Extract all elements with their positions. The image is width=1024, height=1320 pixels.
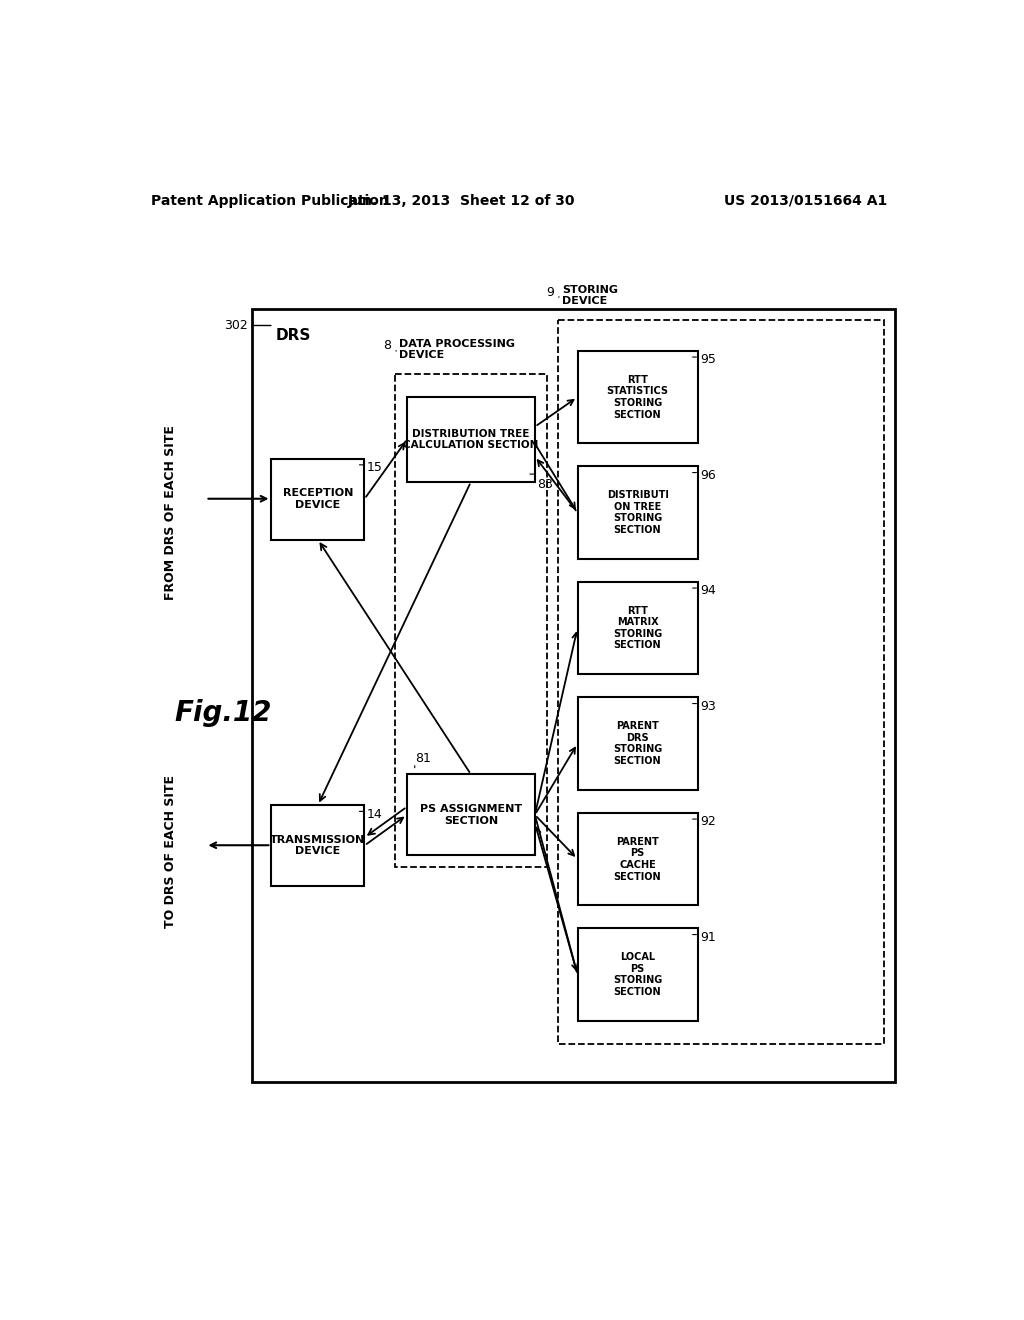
Text: FROM DRS OF EACH SITE: FROM DRS OF EACH SITE xyxy=(164,425,177,601)
Text: US 2013/0151664 A1: US 2013/0151664 A1 xyxy=(724,194,888,207)
Text: Patent Application Publication: Patent Application Publication xyxy=(152,194,389,207)
Bar xyxy=(578,582,697,675)
Text: 9: 9 xyxy=(547,285,554,298)
Text: 83: 83 xyxy=(538,478,553,491)
Text: 14: 14 xyxy=(367,808,382,821)
Text: DRS: DRS xyxy=(275,327,310,343)
Bar xyxy=(578,466,697,558)
Text: LOCAL
PS
STORING
SECTION: LOCAL PS STORING SECTION xyxy=(613,952,663,997)
Text: TRANSMISSION
DEVICE: TRANSMISSION DEVICE xyxy=(270,834,366,857)
Text: PS ASSIGNMENT
SECTION: PS ASSIGNMENT SECTION xyxy=(420,804,522,825)
Bar xyxy=(395,374,547,867)
Text: TO DRS OF EACH SITE: TO DRS OF EACH SITE xyxy=(164,775,177,928)
Text: 8: 8 xyxy=(384,339,391,352)
Text: RTT
STATISTICS
STORING
SECTION: RTT STATISTICS STORING SECTION xyxy=(606,375,669,420)
Text: 15: 15 xyxy=(367,461,383,474)
Bar xyxy=(578,813,697,906)
Bar xyxy=(578,697,697,789)
Text: DATA PROCESSING
DEVICE: DATA PROCESSING DEVICE xyxy=(399,338,515,360)
Text: STORING
DEVICE: STORING DEVICE xyxy=(562,285,618,306)
Bar xyxy=(578,928,697,1020)
Bar xyxy=(252,309,895,1082)
Text: DISTRIBUTION TREE
CALCULATION SECTION: DISTRIBUTION TREE CALCULATION SECTION xyxy=(403,429,539,450)
Text: 94: 94 xyxy=(700,585,716,597)
Bar xyxy=(558,321,884,1044)
Text: RTT
MATRIX
STORING
SECTION: RTT MATRIX STORING SECTION xyxy=(613,606,663,651)
Text: 92: 92 xyxy=(700,816,716,828)
Text: Jun. 13, 2013  Sheet 12 of 30: Jun. 13, 2013 Sheet 12 of 30 xyxy=(347,194,575,207)
Text: 302: 302 xyxy=(224,319,248,333)
Text: RECEPTION
DEVICE: RECEPTION DEVICE xyxy=(283,488,353,510)
Bar xyxy=(407,775,535,855)
Bar xyxy=(578,351,697,444)
Text: DISTRIBUTI
ON TREE
STORING
SECTION: DISTRIBUTI ON TREE STORING SECTION xyxy=(606,490,669,535)
Bar xyxy=(407,397,535,482)
Text: PARENT
PS
CACHE
SECTION: PARENT PS CACHE SECTION xyxy=(613,837,662,882)
Text: 96: 96 xyxy=(700,469,716,482)
Text: Fig.12: Fig.12 xyxy=(174,698,272,727)
Bar xyxy=(271,459,365,540)
Text: 93: 93 xyxy=(700,700,716,713)
Bar xyxy=(271,805,365,886)
Text: 91: 91 xyxy=(700,931,716,944)
Text: 81: 81 xyxy=(415,752,431,766)
Text: PARENT
DRS
STORING
SECTION: PARENT DRS STORING SECTION xyxy=(613,721,663,766)
Text: 95: 95 xyxy=(700,354,716,366)
